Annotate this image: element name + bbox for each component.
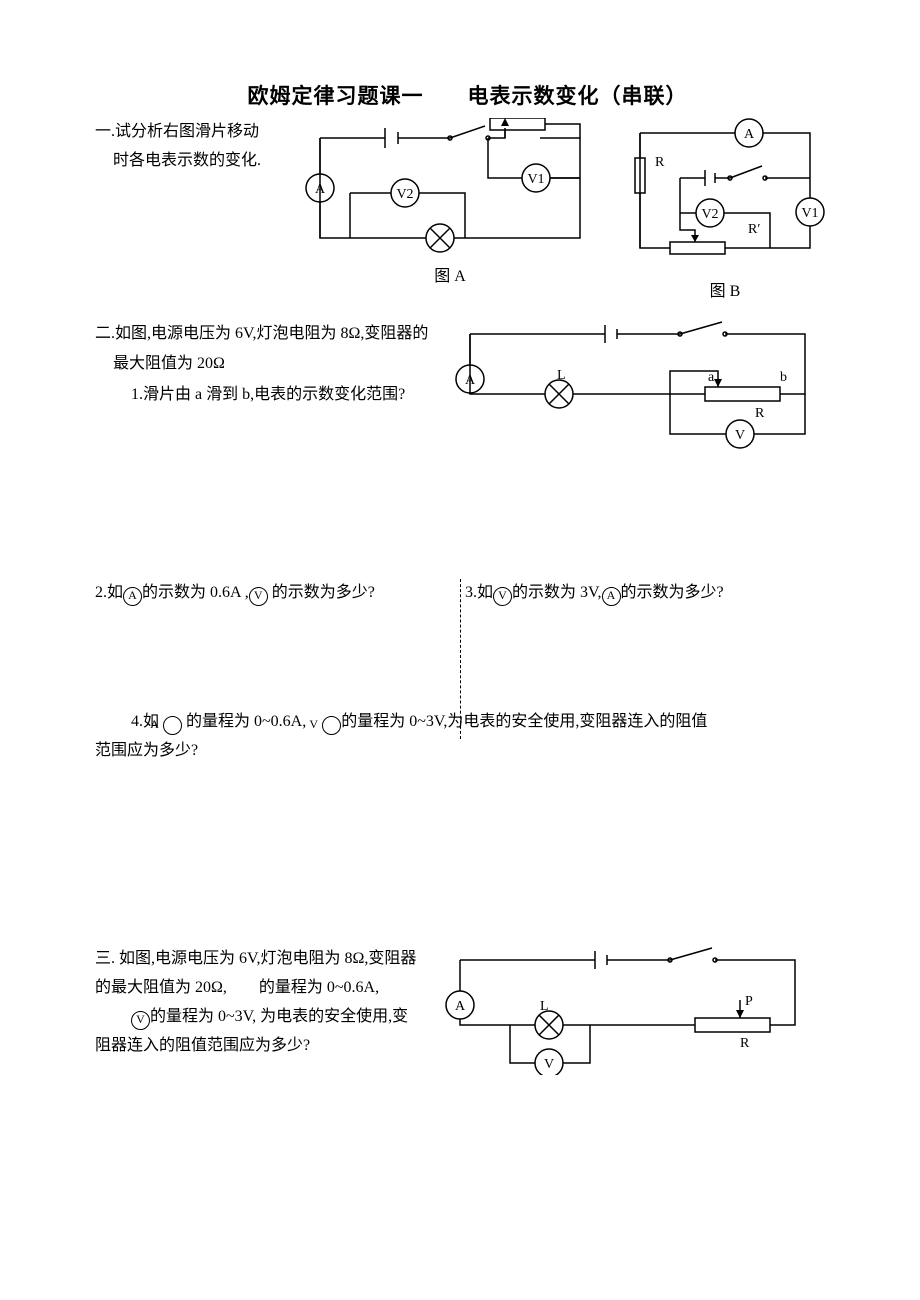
q2-line1: 二.如图,电源电压为 6V,灯泡电阻为 8Ω,变阻器的 [95,319,450,349]
q3-line2: 的最大阻值为 20Ω, 的量程为 0~0.6A, [95,974,440,1003]
question-1-text: 一.试分析右图滑片移动 时各电表示数的变化. [95,118,280,176]
q2-label-b: b [780,370,787,385]
figure-a-label: 图 A [290,262,610,286]
q2-sub3-mid: 的示数为 3V, [512,584,602,601]
voltmeter-icon: V [322,716,341,735]
q2-label-r: R [755,406,765,421]
q3-line1: 三. 如图,电源电压为 6V,灯泡电阻为 8Ω,变阻器 [95,945,440,974]
q2-sub3-post: 的示数为多少? [621,584,724,601]
figure-q2: A V L a b R [450,319,830,449]
figure-b-label: 图 B [620,277,830,301]
q2-sub2: 2.如A的示数为 0.6A ,V 的示数为多少? [95,579,445,608]
meter-v2-label: V2 [396,187,413,202]
q3-label-p: P [745,994,753,1009]
q2-sub3: 3.如V的示数为 3V,A的示数为多少? [445,579,724,608]
voltmeter-icon: V [493,587,512,606]
q2-sub2-post: 的示数为多少? [268,584,375,601]
figb-meter-v1: V1 [801,206,818,221]
q3-meter-a: A [455,999,466,1014]
q2-lamp-l: L [557,368,566,383]
page-title: 欧姆定律习题课一 电表示数变化（串联） [95,80,840,110]
ammeter-icon: A [163,716,182,735]
q2-sub4-mid2: 的量程为 0~3V,为电表的安全使用,变阻器连入的阻值 [341,713,707,730]
q2-sub1: 1.滑片由 a 滑到 b,电表的示数变化范围? [95,380,450,410]
q2-label-a: a [708,370,715,385]
q2-meter-a: A [465,373,476,388]
ammeter-icon: A [123,587,142,606]
figure-q3: A V L P R [440,945,820,1075]
figb-rp-label: R′ [748,222,760,237]
ammeter-icon: A [602,587,621,606]
q2-line2: 最大阻值为 20Ω [95,349,450,379]
figb-r-label: R [655,155,665,170]
q1-line2: 时各电表示数的变化. [95,147,280,176]
question-3-text: 三. 如图,电源电压为 6V,灯泡电阻为 8Ω,变阻器 的最大阻值为 20Ω, … [95,945,440,1075]
voltmeter-icon: V [249,587,268,606]
q3-line4: 阻器连入的阻值范围应为多少? [95,1032,440,1061]
vertical-divider [460,579,461,739]
q1-line1: 一.试分析右图滑片移动 [95,118,280,147]
q3-line3: 的量程为 0~3V, 为电表的安全使用,变 [150,1008,408,1025]
meter-v1-label: V1 [527,172,544,187]
voltmeter-icon: V [131,1011,150,1030]
q2-sub2-pre: 2.如 [95,584,123,601]
q2-sub3-pre: 3.如 [465,584,493,601]
q2-sub2-mid: 的示数为 0.6A , [142,584,249,601]
q2-sub4: 4.如 A 的量程为 0~0.6A, V的量程为 0~3V,为电表的安全使用,变… [95,708,840,766]
meter-a-label: A [315,182,326,197]
q2-sub4-post: 范围应为多少? [95,737,840,766]
figure-b: A V1 V2 R R′ 图 B [620,118,830,301]
q2-sub4-mid1: 的量程为 0~0.6A, [182,713,322,730]
q2-meter-v: V [735,428,745,443]
figb-meter-a: A [744,127,755,142]
q3-meter-v: V [544,1057,554,1072]
q3-lamp-l: L [540,999,549,1014]
question-2-text: 二.如图,电源电压为 6V,灯泡电阻为 8Ω,变阻器的 最大阻值为 20Ω 1.… [95,319,450,410]
figb-meter-v2: V2 [701,207,718,222]
figure-a: A V1 V2 图 A [290,118,610,286]
q3-label-r: R [740,1036,750,1051]
